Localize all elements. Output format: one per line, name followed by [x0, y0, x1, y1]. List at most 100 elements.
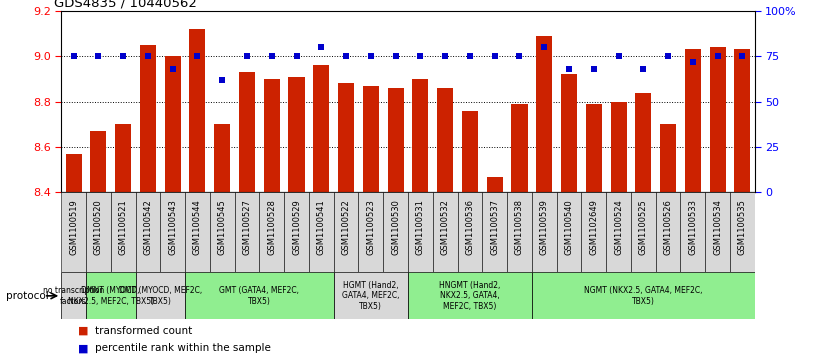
Text: GSM1100538: GSM1100538: [515, 199, 524, 255]
Bar: [606, 192, 631, 272]
Text: GDS4835 / 10440562: GDS4835 / 10440562: [54, 0, 197, 10]
Text: GSM1100525: GSM1100525: [639, 199, 648, 254]
Bar: [681, 192, 705, 272]
Bar: [165, 56, 180, 363]
Text: HGMT (Hand2,
GATA4, MEF2C,
TBX5): HGMT (Hand2, GATA4, MEF2C, TBX5): [342, 281, 400, 311]
Bar: [140, 45, 156, 363]
Text: GSM1100524: GSM1100524: [614, 199, 623, 254]
Bar: [408, 192, 432, 272]
Text: transformed count: transformed count: [95, 326, 193, 336]
Text: GSM1100526: GSM1100526: [663, 199, 672, 255]
Bar: [264, 79, 280, 363]
Bar: [512, 104, 527, 363]
Text: GSM1100519: GSM1100519: [69, 199, 78, 254]
Text: ■: ■: [78, 343, 88, 354]
Text: GSM1100532: GSM1100532: [441, 199, 450, 255]
Bar: [532, 192, 557, 272]
Text: GSM1100541: GSM1100541: [317, 199, 326, 254]
Bar: [185, 192, 210, 272]
Text: HNGMT (Hand2,
NKX2.5, GATA4,
MEF2C, TBX5): HNGMT (Hand2, NKX2.5, GATA4, MEF2C, TBX5…: [439, 281, 501, 311]
Text: GSM1100544: GSM1100544: [193, 199, 202, 254]
Text: GSM1100539: GSM1100539: [539, 199, 548, 255]
Bar: [388, 88, 404, 363]
Bar: [710, 47, 725, 363]
Bar: [532, 272, 755, 319]
Bar: [358, 192, 384, 272]
Text: GMT (GATA4, MEF2C,
TBX5): GMT (GATA4, MEF2C, TBX5): [220, 286, 299, 306]
Bar: [160, 192, 185, 272]
Text: GSM1100545: GSM1100545: [218, 199, 227, 254]
Text: GSM1100537: GSM1100537: [490, 199, 499, 255]
Text: no transcription
factors: no transcription factors: [43, 286, 104, 306]
Bar: [334, 272, 408, 319]
Text: GSM1100540: GSM1100540: [565, 199, 574, 254]
Bar: [61, 192, 86, 272]
Text: GSM1100531: GSM1100531: [416, 199, 425, 255]
Text: GSM1100535: GSM1100535: [738, 199, 747, 255]
Text: GSM1100520: GSM1100520: [94, 199, 103, 254]
Text: DMNT (MYOCD,
NKX2.5, MEF2C, TBX5): DMNT (MYOCD, NKX2.5, MEF2C, TBX5): [68, 286, 153, 306]
Bar: [86, 272, 135, 319]
Bar: [437, 88, 453, 363]
Bar: [656, 192, 681, 272]
Bar: [185, 272, 334, 319]
Bar: [189, 29, 206, 363]
Text: GSM1100523: GSM1100523: [366, 199, 375, 255]
Text: ■: ■: [78, 326, 88, 336]
Text: DMT (MYOCD, MEF2C,
TBX5): DMT (MYOCD, MEF2C, TBX5): [118, 286, 202, 306]
Bar: [660, 125, 676, 363]
Bar: [111, 192, 135, 272]
Bar: [91, 131, 106, 363]
Bar: [210, 192, 235, 272]
Bar: [482, 192, 507, 272]
Text: GSM1100530: GSM1100530: [391, 199, 400, 255]
Bar: [338, 83, 354, 363]
Bar: [507, 192, 532, 272]
Bar: [135, 272, 185, 319]
Text: GSM1100529: GSM1100529: [292, 199, 301, 254]
Bar: [582, 192, 606, 272]
Bar: [235, 192, 259, 272]
Bar: [309, 192, 334, 272]
Text: NGMT (NKX2.5, GATA4, MEF2C,
TBX5): NGMT (NKX2.5, GATA4, MEF2C, TBX5): [584, 286, 703, 306]
Bar: [284, 192, 309, 272]
Bar: [432, 192, 458, 272]
Bar: [214, 125, 230, 363]
Bar: [557, 192, 581, 272]
Bar: [631, 192, 656, 272]
Text: GSM1100536: GSM1100536: [465, 199, 474, 255]
Bar: [730, 192, 755, 272]
Bar: [610, 102, 627, 363]
Bar: [61, 272, 86, 319]
Text: GSM1100542: GSM1100542: [144, 199, 153, 254]
Text: protocol: protocol: [6, 291, 48, 301]
Text: GSM1100521: GSM1100521: [118, 199, 127, 254]
Text: GSM1100528: GSM1100528: [268, 199, 277, 255]
Bar: [384, 192, 408, 272]
Bar: [115, 125, 131, 363]
Bar: [135, 192, 160, 272]
Bar: [313, 65, 330, 363]
Text: GSM1100543: GSM1100543: [168, 199, 177, 255]
Bar: [259, 192, 284, 272]
Text: GSM1100533: GSM1100533: [689, 199, 698, 255]
Bar: [561, 74, 577, 363]
Bar: [462, 111, 478, 363]
Bar: [458, 192, 482, 272]
Bar: [486, 176, 503, 363]
Text: GSM1100522: GSM1100522: [342, 199, 351, 254]
Text: GSM1100534: GSM1100534: [713, 199, 722, 255]
Bar: [65, 154, 82, 363]
Bar: [412, 79, 428, 363]
Bar: [536, 36, 552, 363]
Bar: [289, 77, 304, 363]
Bar: [86, 192, 111, 272]
Text: GSM1102649: GSM1102649: [589, 199, 598, 255]
Text: GSM1100527: GSM1100527: [242, 199, 251, 255]
Bar: [685, 49, 701, 363]
Bar: [363, 86, 379, 363]
Bar: [586, 104, 602, 363]
Bar: [239, 72, 255, 363]
Bar: [408, 272, 532, 319]
Text: percentile rank within the sample: percentile rank within the sample: [95, 343, 272, 354]
